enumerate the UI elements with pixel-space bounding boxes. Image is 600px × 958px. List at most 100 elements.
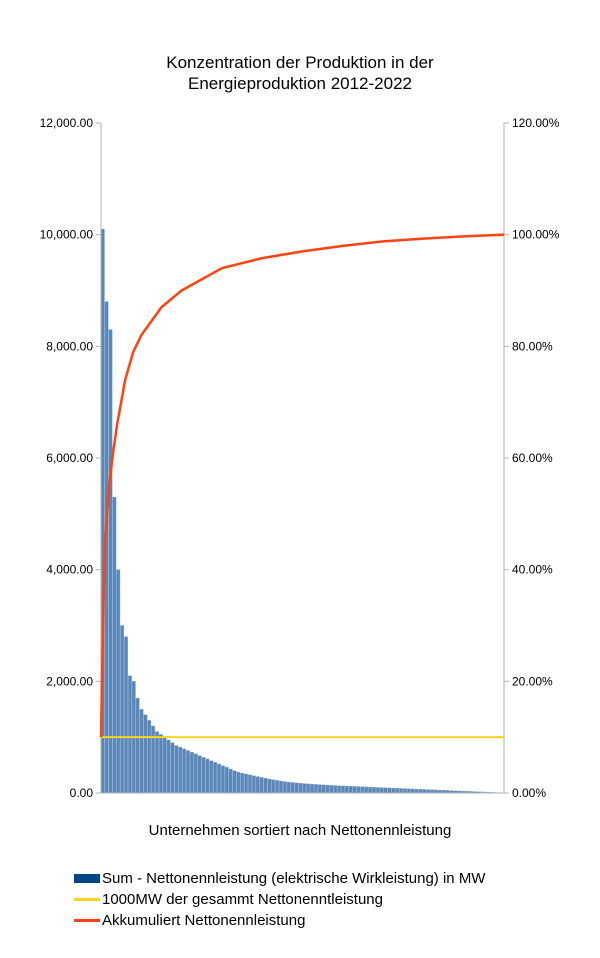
- bar: [279, 780, 283, 794]
- legend-swatch-cumulative: [74, 919, 100, 922]
- bar: [410, 788, 415, 794]
- bar: [217, 763, 221, 794]
- y2-tick-label: 0.00%: [512, 786, 546, 800]
- bar: [127, 675, 132, 794]
- bar: [306, 783, 311, 794]
- bar: [372, 787, 376, 794]
- chart-title-line-2: Energieproduktion 2012-2022: [187, 74, 412, 93]
- y2-tick-label: 80.00%: [512, 339, 553, 353]
- chart-title-line-1: Konzentration der Produktion in der: [166, 53, 434, 72]
- bar: [375, 787, 380, 794]
- bar: [147, 720, 152, 794]
- bar: [383, 787, 388, 794]
- chart-plot: 0.00 2,000.00 4,000.00 6,000.00 8,000.00 10,0…: [40, 116, 560, 800]
- bar: [313, 784, 318, 794]
- y-tick-label: 4,000.00: [46, 563, 93, 577]
- bar: [174, 745, 179, 794]
- bar: [267, 778, 272, 794]
- bar: [395, 788, 400, 794]
- bar: [360, 786, 365, 794]
- bar: [155, 731, 159, 794]
- axes-group: [96, 122, 509, 794]
- bar: [178, 747, 183, 794]
- y2-tick-label: 20.00%: [512, 674, 553, 688]
- y2-tick-label: 40.00%: [512, 563, 553, 577]
- bar: [135, 697, 140, 794]
- bar: [364, 786, 369, 794]
- bar: [310, 783, 314, 794]
- bar: [139, 709, 144, 794]
- bar: [379, 787, 384, 794]
- bar: [356, 786, 361, 794]
- bar: [197, 755, 202, 794]
- bar: [213, 762, 218, 794]
- bar: [251, 775, 256, 794]
- chart-title: Konzentration der Produktion in der Ener…: [0, 52, 600, 94]
- bar: [116, 569, 121, 794]
- bar: [344, 785, 349, 794]
- y-tick-label: 10,000.00: [40, 228, 94, 242]
- bar: [240, 772, 245, 794]
- bar: [348, 786, 353, 794]
- bar: [399, 788, 404, 794]
- ticks-group: 0.00 2,000.00 4,000.00 6,000.00 8,000.00 10,0…: [40, 116, 560, 800]
- bar: [321, 784, 326, 794]
- bar: [124, 636, 128, 794]
- legend-label-bars: Sum - Nettonennleistung (elektrische Wir…: [102, 870, 486, 887]
- bar: [244, 773, 249, 794]
- bar: [143, 714, 148, 794]
- legend-label-cumulative: Akkumuliert Nettonennleistung: [102, 912, 306, 929]
- bar: [290, 782, 295, 794]
- bar: [298, 783, 303, 794]
- bar: [391, 787, 396, 794]
- bar: [166, 739, 171, 794]
- bar: [201, 757, 206, 794]
- x-axis-label: Unternehmen sortiert nach Nettonennleist…: [148, 822, 452, 839]
- bar: [255, 776, 260, 794]
- bar: [108, 329, 113, 794]
- bar: [275, 780, 280, 794]
- bar: [317, 784, 322, 794]
- bar: [294, 782, 299, 794]
- bar: [368, 786, 373, 794]
- bar: [158, 734, 163, 794]
- y-tick-label: 2,000.00: [46, 674, 93, 688]
- y-tick-label: 8,000.00: [46, 339, 93, 353]
- bar: [205, 758, 210, 794]
- bar: [337, 785, 342, 794]
- bar: [422, 789, 427, 794]
- bar: [162, 736, 167, 794]
- bar: [341, 785, 345, 794]
- bar: [259, 777, 264, 794]
- legend-label-threshold: 1000MW der gesammt Nettonenntleistung: [102, 891, 383, 908]
- bar: [325, 784, 330, 794]
- bar: [170, 742, 175, 794]
- bar: [193, 753, 198, 794]
- y-tick-label: 6,000.00: [46, 451, 93, 465]
- bar: [406, 788, 411, 794]
- bar: [232, 770, 237, 794]
- bar: [263, 778, 268, 794]
- bar: [418, 789, 423, 794]
- bar: [248, 774, 252, 794]
- series-line-cumulative: [99, 233, 505, 738]
- y2-tick-label: 100.00%: [512, 228, 560, 242]
- y2-tick-label: 120.00%: [512, 116, 560, 130]
- y2-tick-label: 60.00%: [512, 451, 553, 465]
- bar: [220, 765, 225, 794]
- bars-group: [100, 228, 504, 794]
- bar: [228, 768, 233, 794]
- legend-swatch-threshold: [74, 898, 100, 901]
- bar: [189, 752, 194, 794]
- bar: [333, 785, 338, 794]
- y-tick-label: 12,000.00: [40, 116, 94, 130]
- bar: [414, 788, 419, 794]
- bar: [120, 625, 125, 794]
- bar: [426, 789, 431, 794]
- lines-group: [99, 233, 505, 739]
- bar: [236, 771, 241, 794]
- y-tick-label: 0.00: [70, 786, 94, 800]
- legend-swatch-bars: [74, 874, 100, 883]
- bar: [224, 767, 229, 794]
- bar: [387, 787, 392, 794]
